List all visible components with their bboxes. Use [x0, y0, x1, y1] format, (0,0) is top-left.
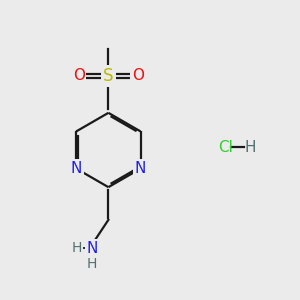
Text: N: N — [70, 161, 82, 176]
Text: H: H — [244, 140, 256, 154]
Text: O: O — [132, 68, 144, 83]
Text: H: H — [72, 241, 83, 255]
Text: N: N — [86, 241, 98, 256]
Text: H: H — [87, 257, 97, 272]
Text: N: N — [135, 161, 146, 176]
Text: O: O — [73, 68, 85, 83]
Text: S: S — [103, 67, 114, 85]
Text: Cl: Cl — [218, 140, 233, 154]
